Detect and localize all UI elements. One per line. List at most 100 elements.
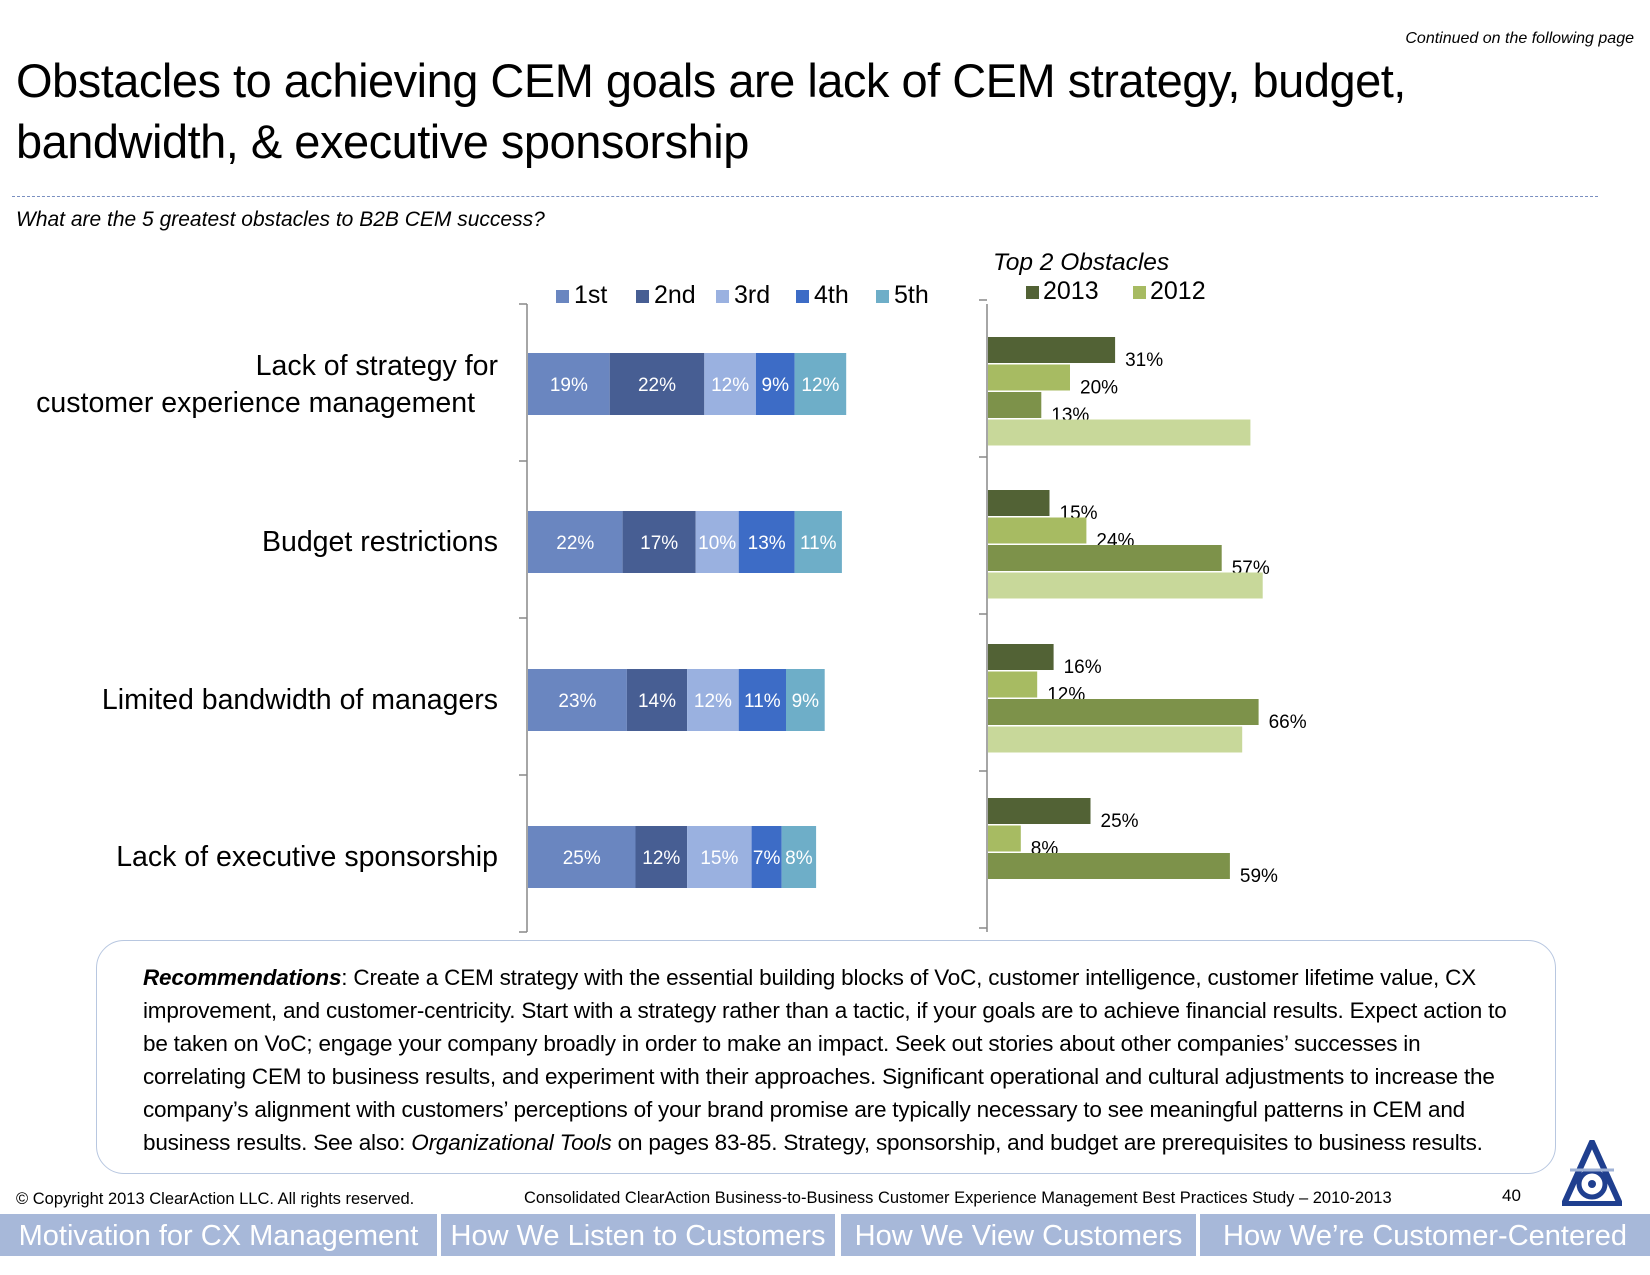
bar-lack-of-strategy-for-customer-experience-management-5th: [794, 353, 847, 415]
bar-label-budget-restrictions-1st: 22%: [556, 533, 594, 554]
bar-limited-bandwidth-of-managers-3rd: [687, 669, 739, 731]
bar-limited-bandwidth-of-managers-5th: [786, 669, 825, 731]
top2-bar-label-lack-of-executive-sponsorship-3: 59%: [1240, 866, 1278, 887]
recommendations-box: Recommendations: Create a CEM strategy w…: [96, 940, 1556, 1174]
top2-bar-lack-of-strategy-for-customer-experience-management-3: [988, 392, 1042, 418]
top2-bar-lack-of-executive-sponsorship-1: [988, 798, 1091, 824]
bar-lack-of-strategy-for-customer-experience-management-4th: [755, 353, 795, 415]
bar-label-lack-of-strategy-for-customer-experience-management-1st: 19%: [550, 375, 588, 396]
top2-bar-label-limited-bandwidth-of-managers-3: 66%: [1269, 712, 1307, 733]
bar-label-limited-bandwidth-of-managers-2nd: 14%: [638, 691, 676, 712]
top2-legend-swatch-2012: [1133, 286, 1146, 299]
top2-chart-legend: 2013 2012: [1026, 277, 1206, 305]
top2-bar-limited-bandwidth-of-managers-1: [988, 644, 1054, 670]
bar-lack-of-executive-sponsorship-1st: [528, 826, 636, 888]
bar-label-budget-restrictions-3rd: 10%: [698, 533, 736, 554]
bar-lack-of-executive-sponsorship-5th: [781, 826, 817, 888]
bar-label-lack-of-strategy-for-customer-experience-management-5th: 12%: [801, 375, 839, 396]
bar-label-budget-restrictions-2nd: 17%: [640, 533, 678, 554]
top2-chart-bars: 31%20%13%15%24%57%16%12%66%25%8%59%: [988, 337, 1307, 887]
bar-label-limited-bandwidth-of-managers-4th: 11%: [744, 691, 781, 712]
top2-bar-label-lack-of-executive-sponsorship-1: 25%: [1101, 811, 1139, 832]
bar-budget-restrictions-5th: [794, 511, 842, 573]
top2-bar-lack-of-executive-sponsorship-2: [988, 825, 1021, 852]
stacked-chart-legend: 1st 2nd 3rd 4th 5th: [556, 281, 929, 309]
page-number: 40: [1502, 1186, 1521, 1205]
recommendations-text-end: on pages 83-85. Strategy, sponsorship, a…: [611, 1130, 1483, 1155]
survey-question: What are the 5 greatest obstacles to B2B…: [16, 208, 545, 231]
legend-label-5th: 5th: [894, 281, 929, 309]
recommendations-text: : Create a CEM strategy with the essenti…: [143, 965, 1507, 1155]
stacked-chart-axis: [519, 303, 528, 933]
bar-label-lack-of-strategy-for-customer-experience-management-4th: 9%: [762, 375, 790, 396]
top2-bar-label-limited-bandwidth-of-managers-1: 16%: [1064, 657, 1102, 678]
bar-label-lack-of-strategy-for-customer-experience-management-2nd: 22%: [638, 375, 676, 396]
continued-note: Continued on the following page: [1405, 30, 1634, 47]
bar-limited-bandwidth-of-managers-2nd: [626, 669, 688, 731]
top2-bar-budget-restrictions-4: [988, 572, 1263, 599]
legend-swatch-3rd: [716, 290, 729, 303]
bar-label-lack-of-executive-sponsorship-4th: 7%: [753, 848, 781, 869]
bar-limited-bandwidth-of-managers-1st: [528, 669, 627, 731]
top2-legend-swatch-2013: [1026, 286, 1039, 299]
bar-label-limited-bandwidth-of-managers-3rd: 12%: [694, 691, 732, 712]
bar-label-budget-restrictions-4th: 13%: [748, 533, 786, 554]
copyright: © Copyright 2013 ClearAction LLC. All ri…: [16, 1190, 415, 1208]
top2-bar-budget-restrictions-3: [988, 545, 1222, 571]
bar-label-lack-of-executive-sponsorship-1st: 25%: [563, 848, 601, 869]
bar-lack-of-strategy-for-customer-experience-management-1st: [528, 353, 610, 415]
bar-budget-restrictions-1st: [528, 511, 623, 573]
legend-label-2nd: 2nd: [654, 281, 696, 309]
bar-lack-of-strategy-for-customer-experience-management-2nd: [609, 353, 705, 415]
bar-label-budget-restrictions-5th: 11%: [800, 533, 837, 554]
category-labels: Lack of strategy for customer experience …: [36, 350, 498, 873]
tab-how-we-view-customers[interactable]: How We View Customers: [841, 1214, 1196, 1256]
title-divider: [12, 196, 1598, 197]
bar-lack-of-executive-sponsorship-3rd: [687, 826, 752, 888]
study-title: Consolidated ClearAction Business-to-Bus…: [524, 1189, 1392, 1207]
top2-legend-label-2012: 2012: [1150, 277, 1206, 305]
category-label-3: Limited bandwidth of managers: [102, 684, 498, 716]
bar-label-lack-of-executive-sponsorship-5th: 8%: [785, 848, 813, 869]
top2-chart-axis: [979, 299, 988, 932]
top2-bar-label-lack-of-strategy-for-customer-experience-management-1: 31%: [1125, 350, 1163, 371]
clearaction-logo-icon: [1562, 1140, 1622, 1206]
page-title: Obstacles to achieving CEM goals are lac…: [16, 54, 1406, 168]
top2-bar-budget-restrictions-2: [988, 517, 1087, 544]
bar-lack-of-strategy-for-customer-experience-management-3rd: [704, 353, 756, 415]
legend-label-1st: 1st: [574, 281, 607, 309]
top2-bar-budget-restrictions-1: [988, 490, 1050, 516]
legend-swatch-4th: [796, 290, 809, 303]
bar-budget-restrictions-2nd: [622, 511, 696, 573]
bar-label-limited-bandwidth-of-managers-1st: 23%: [558, 691, 596, 712]
top2-bar-label-lack-of-strategy-for-customer-experience-management-2: 20%: [1080, 378, 1118, 399]
bar-label-lack-of-executive-sponsorship-2nd: 12%: [642, 848, 680, 869]
bar-budget-restrictions-4th: [738, 511, 795, 573]
legend-swatch-5th: [876, 290, 889, 303]
bar-label-limited-bandwidth-of-managers-5th: 9%: [792, 691, 820, 712]
obstacles-chart: Lack of strategy for customer experience …: [36, 249, 1307, 933]
legend-swatch-2nd: [636, 290, 649, 303]
legend-swatch-1st: [556, 290, 569, 303]
top2-bar-lack-of-strategy-for-customer-experience-management-2: [988, 364, 1070, 391]
bar-lack-of-executive-sponsorship-2nd: [635, 826, 688, 888]
tab-how-were-customer-centered[interactable]: How We’re Customer-Centered: [1200, 1214, 1650, 1256]
recommendations-heading: Recommendations: [143, 965, 342, 990]
bar-label-lack-of-strategy-for-customer-experience-management-3rd: 12%: [711, 375, 749, 396]
category-label-1: Lack of strategy for customer experience …: [36, 350, 498, 419]
top2-bar-lack-of-strategy-for-customer-experience-management-4: [988, 419, 1251, 446]
top2-bar-lack-of-strategy-for-customer-experience-management-1: [988, 337, 1116, 363]
legend-label-3rd: 3rd: [734, 281, 770, 309]
legend-label-4th: 4th: [814, 281, 849, 309]
bar-budget-restrictions-3rd: [695, 511, 739, 573]
top2-chart-title: Top 2 Obstacles: [993, 249, 1169, 276]
top2-bar-limited-bandwidth-of-managers-3: [988, 699, 1259, 725]
top2-title-text: Top 2 Obstacles: [993, 249, 1169, 276]
bar-lack-of-executive-sponsorship-4th: [751, 826, 782, 888]
stacked-chart-bars: 19% 22% 12% 9% 12% 22% 17% 10% 13% 11% 23% 14% 12% 11…: [528, 353, 847, 888]
tab-motivation-for-cx-management[interactable]: Motivation for CX Management: [0, 1214, 437, 1256]
category-label-4: Lack of executive sponsorship: [116, 841, 498, 873]
top2-bar-lack-of-executive-sponsorship-3: [988, 853, 1230, 879]
tab-how-we-listen-to-customers[interactable]: How We Listen to Customers: [441, 1214, 835, 1256]
top2-bar-limited-bandwidth-of-managers-4: [988, 726, 1243, 753]
